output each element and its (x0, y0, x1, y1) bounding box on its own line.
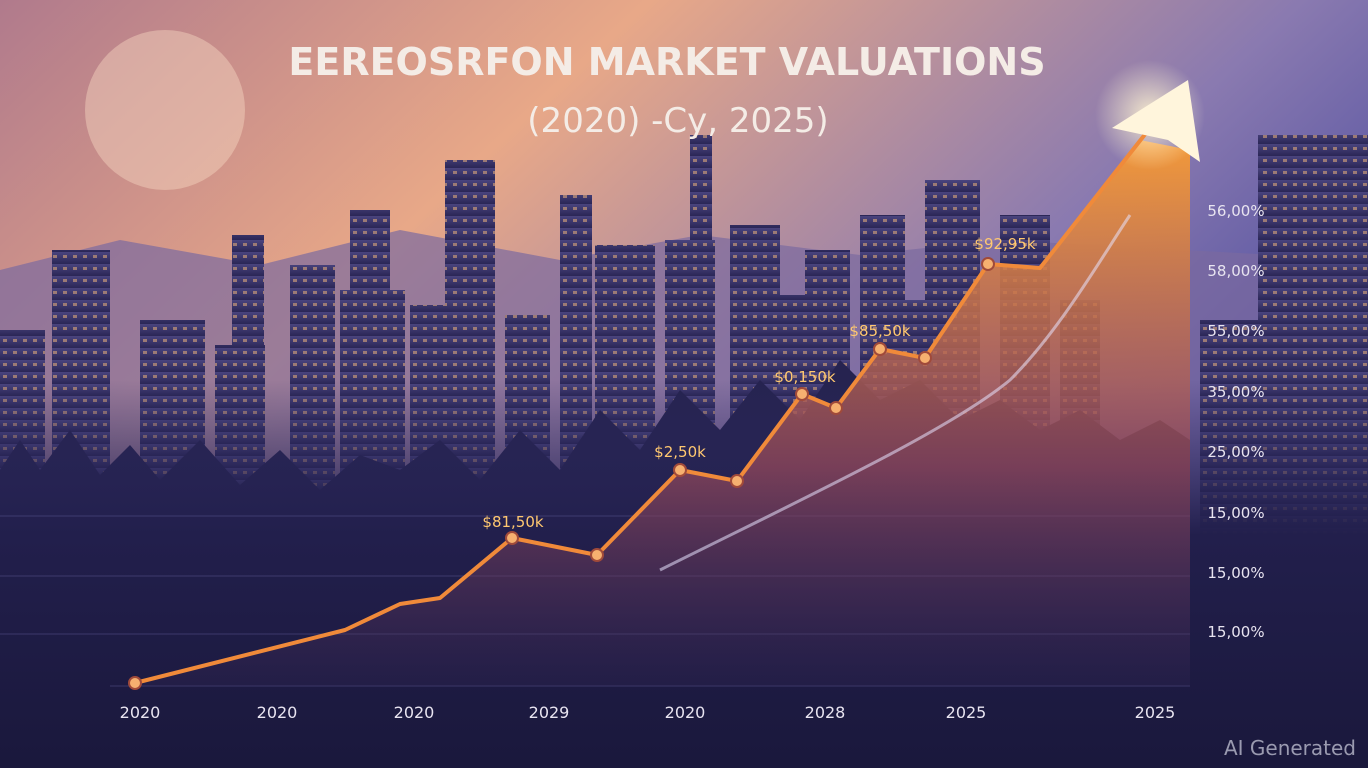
point-label: $92,95k (974, 235, 1035, 253)
point (128, 676, 142, 690)
x-axis-label: 2020 (120, 703, 161, 722)
point-label: $0,150k (774, 368, 835, 386)
watermark: AI Generated (1224, 736, 1356, 760)
x-axis-label: 2025 (946, 703, 987, 722)
x-axis-label: 2020 (665, 703, 706, 722)
y-axis-label: 56,00% (1207, 202, 1264, 220)
point-label: $81,50k (482, 513, 543, 531)
y-axis-label: 15,00% (1207, 504, 1264, 522)
y-axis-label: 58,00% (1207, 262, 1264, 280)
x-axis-label: 2020 (394, 703, 435, 722)
area (135, 140, 1190, 686)
point (590, 548, 604, 562)
x-axis-label: 2025 (1135, 703, 1176, 722)
y-axis-label: 35,00% (1207, 383, 1264, 401)
x-axis-label: 2029 (529, 703, 570, 722)
arrow-head (1112, 80, 1200, 162)
point (981, 257, 995, 271)
title: EEREOSRFON MARKET VALUATIONS (288, 40, 1045, 84)
point (795, 387, 809, 401)
y-axis-label: 55,00% (1207, 322, 1264, 340)
point (829, 401, 843, 415)
point (673, 463, 687, 477)
y-axis-label: 15,00% (1207, 623, 1264, 641)
y-axis-label: 15,00% (1207, 564, 1264, 582)
point-label: $2,50k (654, 443, 706, 461)
point (505, 531, 519, 545)
point-label: $85,50k (849, 322, 910, 340)
point (918, 351, 932, 365)
points (128, 257, 995, 690)
point (730, 474, 744, 488)
trend-curve (659, 214, 1132, 572)
y-axis-label: 25,00% (1207, 443, 1264, 461)
moon (85, 30, 245, 190)
x-axis-label: 2028 (805, 703, 846, 722)
point (873, 342, 887, 356)
subtitle: (2020) -Cy, 2025) (527, 101, 828, 141)
x-axis-label: 2020 (257, 703, 298, 722)
